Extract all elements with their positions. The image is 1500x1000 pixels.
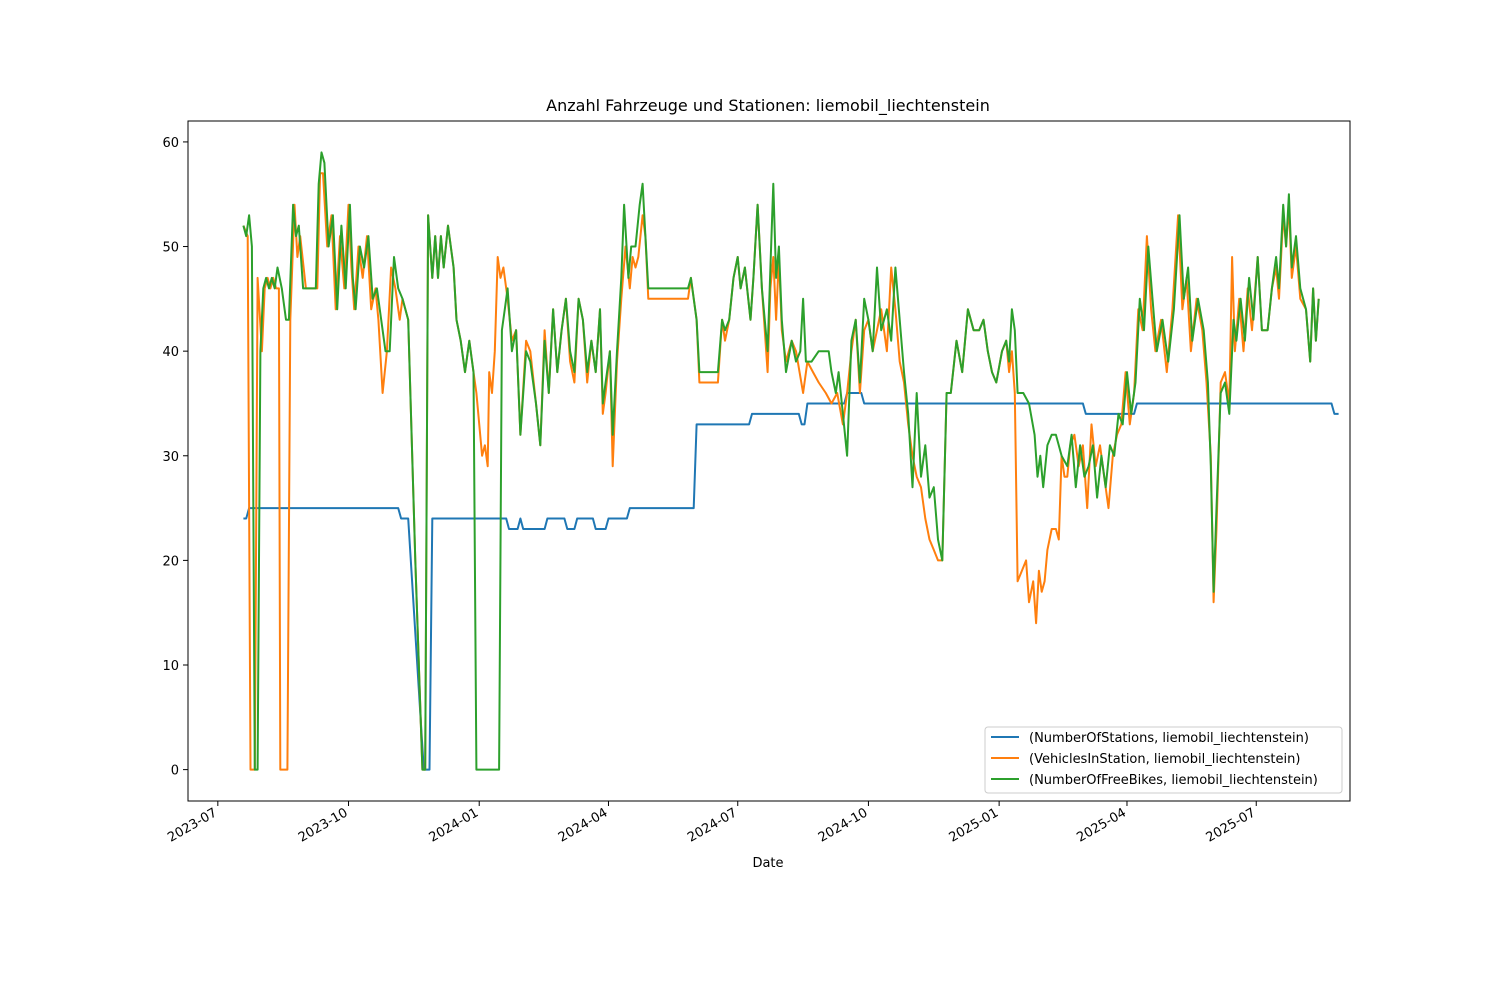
y-tick-label: 40 bbox=[162, 345, 179, 360]
series-layer bbox=[242, 151, 1339, 771]
y-tick-label: 20 bbox=[162, 554, 179, 569]
legend-entry: (NumberOfStations, liemobil_liechtenstei… bbox=[1029, 731, 1309, 746]
legend-entry: (VehiclesInStation, liemobil_liechtenste… bbox=[1029, 752, 1300, 767]
legend: (NumberOfStations, liemobil_liechtenstei… bbox=[984, 726, 1343, 794]
y-axis: 0 10 20 30 40 50 60 bbox=[162, 136, 188, 779]
series-line-1 bbox=[243, 392, 1339, 771]
legend-entry: (NumberOfFreeBikes, liemobil_liechtenste… bbox=[1029, 773, 1318, 788]
x-axis-label: Date bbox=[752, 856, 783, 871]
chart-title: Anzahl Fahrzeuge und Stationen: liemobil… bbox=[546, 96, 990, 116]
y-tick-label: 60 bbox=[162, 136, 179, 151]
legend-frame bbox=[984, 726, 1343, 794]
y-tick-label: 50 bbox=[162, 241, 179, 256]
y-tick-label: 30 bbox=[162, 450, 179, 465]
y-tick-label: 10 bbox=[162, 659, 179, 674]
series-line-3 bbox=[242, 151, 1320, 771]
plot-frame bbox=[187, 120, 1351, 802]
y-tick-label: 0 bbox=[171, 764, 179, 779]
